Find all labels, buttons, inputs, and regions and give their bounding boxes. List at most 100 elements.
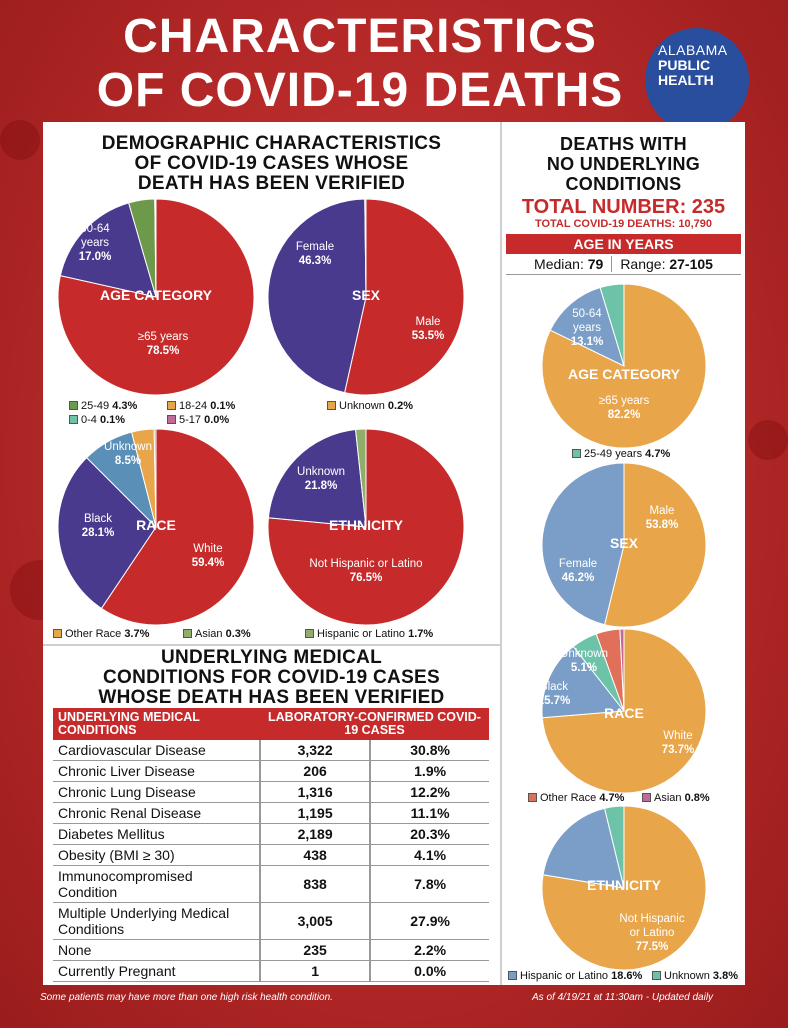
data-label: Female 46.3% xyxy=(296,241,334,267)
pie-slice xyxy=(541,462,625,626)
median-label: Median: 79 xyxy=(534,256,604,272)
table-row: Chronic Liver Disease 206 1.9% xyxy=(53,760,489,782)
count-cell: 1 xyxy=(258,960,371,982)
condition-cell: Chronic Liver Disease xyxy=(53,760,260,782)
data-label: Black 28.1% xyxy=(82,513,115,539)
pie-slice xyxy=(267,198,367,394)
pie-chart: SEX Male 53.8% Female 46.2% xyxy=(541,462,707,628)
range-label: Range: 27-105 xyxy=(620,256,713,272)
total-deaths: TOTAL COVID-19 DEATHS: 10,790 xyxy=(534,218,713,230)
count-cell: 206 xyxy=(258,760,371,782)
logo-line-1: ALABAMA xyxy=(658,42,728,58)
percent-cell: 2.2% xyxy=(369,939,489,961)
condition-cell: Chronic Lung Disease xyxy=(53,781,260,803)
left-panel: DEMOGRAPHIC CHARACTERISTICS OF COVID-19 … xyxy=(43,122,500,985)
pie-slice xyxy=(100,428,255,626)
count-cell: 838 xyxy=(258,865,371,903)
pie-title: SEX xyxy=(352,287,381,303)
no-conditions-pie-charts: AGE CATEGORY ≥65 years 82.2% 50-64 years 13.1… xyxy=(538,283,707,971)
percent-cell: 7.8% xyxy=(369,865,489,903)
legend-item: 5-17 0.0% xyxy=(167,414,229,426)
logo-line-2: PUBLIC xyxy=(658,57,711,73)
table-row: Cardiovascular Disease 3,322 30.8% xyxy=(53,740,489,761)
percent-cell: 30.8% xyxy=(369,740,489,761)
pie-slice xyxy=(619,628,625,712)
percent-cell: 0.0% xyxy=(369,960,489,982)
no-conditions-heading: DEATHS WITH NO UNDERLYING CONDITIONS xyxy=(546,134,701,194)
table-row: None 235 2.2% xyxy=(53,939,489,961)
count-cell: 438 xyxy=(258,844,371,866)
legend-item: 25-49 4.3% xyxy=(69,400,137,412)
count-cell: 1,316 xyxy=(258,781,371,803)
table-row: Immunocompromised Condition 838 7.8% xyxy=(53,865,489,903)
table-row: Chronic Lung Disease 1,316 12.2% xyxy=(53,781,489,803)
pie-slice xyxy=(364,198,367,298)
age-stats: Median: 79 Range: 27-105 xyxy=(506,256,741,275)
pie-title: AGE CATEGORY xyxy=(100,287,213,303)
conditions-table: UNDERLYING MEDICAL CONDITIONS LABORATORY… xyxy=(53,708,489,982)
data-label: Unknown 5.1% xyxy=(560,648,608,674)
virus-decoration xyxy=(0,120,40,160)
data-label: ≥65 years 82.2% xyxy=(599,395,650,421)
title-line-2: OF COVID-19 DEATHS xyxy=(96,64,624,117)
page-title: CHARACTERISTICS OF COVID-19 DEATHS xyxy=(60,10,660,118)
pie-slice xyxy=(541,283,707,449)
table-row: Currently Pregnant 1 0.0% xyxy=(53,960,489,982)
pie-title: RACE xyxy=(604,705,644,721)
pie-slice xyxy=(604,462,707,628)
percent-cell: 11.1% xyxy=(369,802,489,824)
condition-cell: None xyxy=(53,939,260,961)
data-label: 50-64 years 13.1% xyxy=(571,308,604,348)
footnote-left: Some patients may have more than one hig… xyxy=(40,992,333,1003)
data-label: ≥65 years 78.5% xyxy=(138,331,189,357)
pie-title: ETHNICITY xyxy=(587,877,662,893)
column-header: LABORATORY-CONFIRMED COVID-19 CASES xyxy=(260,708,489,740)
table-row: Obesity (BMI ≥ 30) 438 4.1% xyxy=(53,844,489,866)
legend-item: Asian 0.8% xyxy=(642,792,710,804)
condition-cell: Currently Pregnant xyxy=(53,960,260,982)
pie-slice xyxy=(542,807,625,889)
table-row: Chronic Renal Disease 1,195 11.1% xyxy=(53,802,489,824)
legend-item: Unknown 3.8% xyxy=(652,970,738,982)
pie-slice xyxy=(344,198,465,396)
condition-cell: Multiple Underlying Medical Conditions xyxy=(53,902,260,940)
data-label: Female 46.2% xyxy=(559,558,597,584)
data-label: Male 53.8% xyxy=(646,505,679,531)
data-label: Not Hispanic or Latino 77.5% xyxy=(619,913,684,953)
logo-line-3: HEALTH xyxy=(658,72,714,88)
data-label: Unknown 21.8% xyxy=(297,466,345,492)
table-row: Diabetes Mellitus 2,189 20.3% xyxy=(53,823,489,845)
demographics-heading: DEMOGRAPHIC CHARACTERISTICS OF COVID-19 … xyxy=(101,133,442,194)
percent-cell: 20.3% xyxy=(369,823,489,845)
data-label: Not Hispanic or Latino 76.5% xyxy=(309,558,422,584)
pie-slice xyxy=(153,428,157,528)
pie-chart: ETHNICITY Not Hispanic or Latino 76.5% Unkn… xyxy=(267,428,465,626)
pie-chart: AGE CATEGORY ≥65 years 78.5% 50-64 years 17.0… xyxy=(57,198,255,396)
legend-item: 25-49 years 4.7% xyxy=(572,448,670,460)
data-label: White 73.7% xyxy=(662,730,695,756)
conditions-heading: UNDERLYING MEDICAL CONDITIONS FOR COVID-… xyxy=(98,647,445,708)
title-line-1: CHARACTERISTICS xyxy=(123,10,597,63)
data-label: 50-64 years 17.0% xyxy=(79,223,112,263)
condition-cell: Chronic Renal Disease xyxy=(53,802,260,824)
percent-cell: 1.9% xyxy=(369,760,489,782)
pie-slice xyxy=(603,805,625,889)
condition-cell: Cardiovascular Disease xyxy=(53,740,260,761)
percent-cell: 12.2% xyxy=(369,781,489,803)
count-cell: 235 xyxy=(258,939,371,961)
divider xyxy=(43,644,500,646)
pie-chart: SEX Male 53.5% Female 46.3% xyxy=(267,198,465,396)
legend-item: 0-4 0.1% xyxy=(69,414,125,426)
alabama-public-health-logo: ALABAMA PUBLIC HEALTH xyxy=(645,28,749,132)
legend-item: Hispanic or Latino 1.7% xyxy=(305,628,433,640)
pie-slice xyxy=(599,283,625,367)
pie-chart: RACE White 73.7% Black 15.7% Unknown 5.1% xyxy=(538,628,707,794)
count-cell: 1,195 xyxy=(258,802,371,824)
right-panel: DEATHS WITH NO UNDERLYING CONDITIONS TOT… xyxy=(500,122,745,985)
legend-item: Asian 0.3% xyxy=(183,628,251,640)
legend-item: Other Race 4.7% xyxy=(528,792,624,804)
virus-decoration xyxy=(748,420,788,460)
data-label: Black 15.7% xyxy=(538,681,571,707)
legend-item: 18-24 0.1% xyxy=(167,400,235,412)
legend-item: Unknown 0.2% xyxy=(327,400,413,412)
